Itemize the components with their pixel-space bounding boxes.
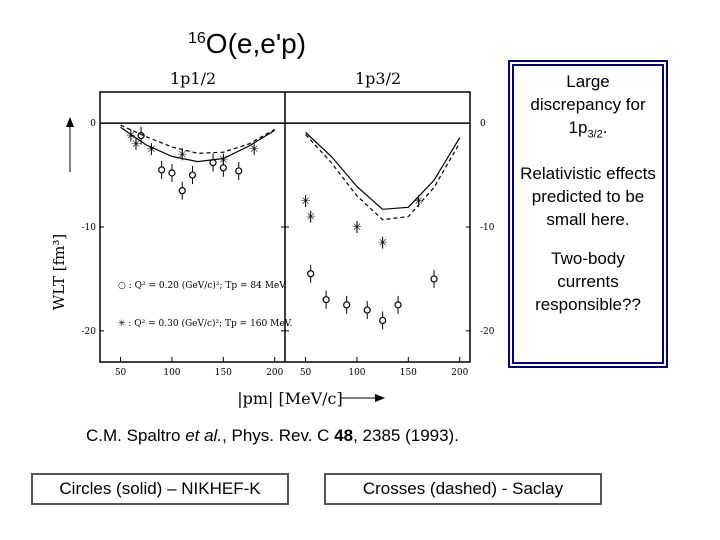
circle-point [235, 167, 243, 175]
y-arrow-head [66, 117, 74, 127]
y-axis-label: WLT [fm³] [50, 234, 68, 310]
legend-circle-text: ○ : Q² = 0.20 (GeV/c)²; Tp = 84 MeV. [118, 280, 287, 291]
y-tick-label: -10 [82, 223, 97, 233]
x-tick-label: 200 [266, 368, 283, 378]
cross-point: ✳ [378, 236, 388, 250]
y-tick-label: 0 [480, 119, 486, 129]
cross-point: ✳ [126, 129, 136, 143]
cross-point: ✳ [146, 142, 156, 156]
cross-point: ✳ [131, 137, 141, 151]
cross-point: ✳ [249, 142, 259, 156]
cross-point: ✳ [218, 153, 228, 167]
x-tick-label: 150 [400, 368, 417, 378]
panel-label-right: 1p3/2 [355, 69, 401, 88]
circle-point [168, 169, 176, 177]
dashed-curve [120, 124, 275, 154]
x-tick-label: 150 [215, 368, 232, 378]
circle-point [158, 166, 166, 174]
panel-label-left: 1p1/2 [170, 69, 216, 88]
circle-point [137, 132, 145, 140]
y-tick-label: -20 [82, 327, 97, 337]
circle-point [363, 306, 371, 314]
solid-curve [120, 126, 276, 163]
x-tick-label: 100 [348, 368, 365, 378]
cross-point: ✳ [301, 194, 311, 208]
title-main: O(e,e'p) [205, 28, 307, 59]
citation: C.M. Spaltro et al., Phys. Rev. C 48, 23… [86, 426, 459, 445]
x-tick-label: 200 [451, 368, 468, 378]
cross-point: ✳ [352, 220, 362, 234]
circle-point [343, 301, 351, 309]
circle-point [379, 316, 387, 325]
legend-saclay: Crosses (dashed) - Saclay [324, 473, 602, 505]
note-discrepancy: Large discrepancy for 1p3/2. [530, 72, 646, 141]
scanned-plot: 1p1/2 1p3/2 WLT [fm³] |pm| [MeV/c] ○ : Q… [50, 69, 495, 408]
circle-point [430, 275, 438, 283]
note-two-body: Two-body currents responsible?? [535, 249, 641, 315]
x-tick-label: 50 [300, 368, 312, 378]
dashed-curve [305, 134, 461, 221]
circle-point [394, 301, 402, 309]
cross-point: ✳ [306, 210, 316, 224]
y-tick-label: -20 [480, 327, 495, 337]
legend-nikhef: Circles (solid) – NIKHEF-K [31, 473, 289, 505]
notes-box: Large discrepancy for 1p3/2. Relativisti… [508, 60, 668, 368]
slide-title: 16O(e,e'p) [188, 28, 306, 60]
note-relativistic: Relativistic effects predicted to be sma… [520, 164, 656, 230]
cross-point: ✳ [177, 147, 187, 161]
circle-point [322, 296, 330, 304]
x-arrow-head [375, 394, 385, 402]
circle-point [188, 171, 197, 179]
x-tick-label: 50 [115, 368, 127, 378]
title-superscript: 16 [188, 30, 206, 47]
circle-point [178, 187, 186, 195]
solid-curve [305, 132, 461, 210]
figure-panel: 1p1/2 1p3/2 WLT [fm³] |pm| [MeV/c] ○ : Q… [40, 62, 520, 422]
y-tick-label: -10 [480, 223, 495, 233]
circle-point [307, 270, 315, 278]
legend-cross-text: ✳ : Q² = 0.30 (GeV/c)²; Tp = 160 MeV. [118, 318, 293, 329]
y-tick-label: 0 [90, 119, 96, 129]
x-axis-label: |pm| [MeV/c] [237, 389, 343, 408]
cross-point: ✳ [414, 194, 424, 208]
x-tick-label: 100 [163, 368, 180, 378]
